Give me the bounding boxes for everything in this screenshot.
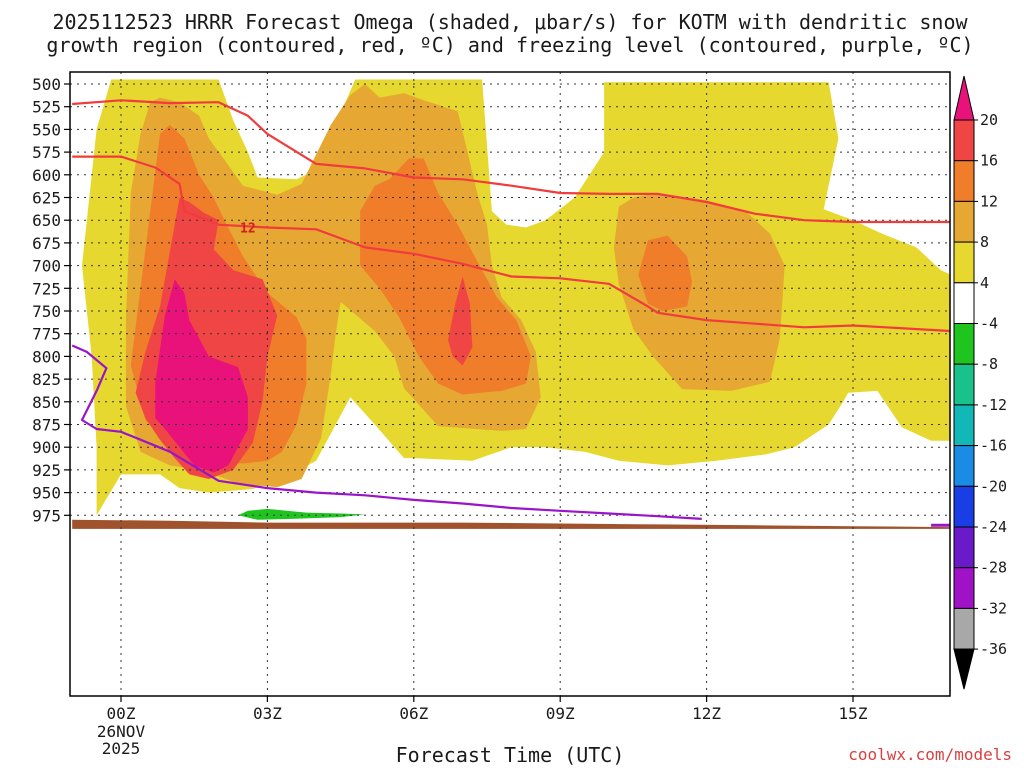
axes: 500 525 550 575 600 625 650 675 700 725 750 775 800 8… (32, 71, 951, 758)
colorbar-top-arrow (953, 75, 975, 121)
chart-title-line1: 2025112523 HRRR Forecast Omega (shaded, … (52, 10, 968, 34)
y-tick-label-775: 775 (32, 325, 61, 344)
y-tick-label-575: 575 (32, 143, 61, 162)
colorbar-segment-10 (953, 485, 975, 528)
y-tick-label-950: 950 (32, 484, 61, 503)
colorbar-segment-7 (953, 363, 975, 406)
y-tick-label-550: 550 (32, 120, 61, 139)
colorbar-segment-1 (953, 119, 975, 162)
x-tick-label-00Z: 00Z (107, 704, 136, 723)
x-tick-label-06Z: 06Z (399, 704, 428, 723)
y-tick-label-900: 900 (32, 438, 61, 457)
chart-title-line2: growth region (contoured, red, ºC) and f… (46, 33, 973, 57)
y-tick-label-850: 850 (32, 393, 61, 412)
colorbar-label--16: -16 (980, 437, 1007, 455)
colorbar-label-20: 20 (980, 111, 998, 129)
y-tick-label-675: 675 (32, 234, 61, 253)
y-tick-label-825: 825 (32, 370, 61, 389)
y-tick-label-625: 625 (32, 189, 61, 208)
y-tick-label-750: 750 (32, 302, 61, 321)
colorbar-segment-9 (953, 445, 975, 487)
colorbar-segment-6 (953, 323, 975, 365)
colorbar-label-16: 16 (980, 152, 998, 170)
y-tick-label-725: 725 (32, 279, 61, 298)
colorbar-segment-13 (953, 607, 975, 650)
colorbar-segment-4 (953, 241, 975, 284)
red-contour-0 (72, 99, 950, 224)
omega-region-negative (238, 508, 365, 520)
colorbar-segment-2 (953, 160, 975, 202)
colorbar-label-8: 8 (980, 233, 989, 251)
colorbar-label--12: -12 (980, 396, 1007, 414)
x-axis-label: Forecast Time (UTC) (396, 743, 625, 767)
terrain-fill (72, 519, 950, 529)
y-tick-label-525: 525 (32, 98, 61, 117)
colorbar-label--20: -20 (980, 477, 1007, 495)
colorbar-label--36: -36 (980, 640, 1007, 658)
colorbar-label--32: -32 (980, 599, 1007, 617)
red-contour-1 (72, 155, 950, 333)
y-tick-label-925: 925 (32, 461, 61, 480)
y-tick-label-700: 700 (32, 257, 61, 276)
y-tick-label-500: 500 (32, 75, 61, 94)
contour-label: 12 (240, 221, 256, 236)
y-tick-label-875: 875 (32, 416, 61, 435)
colorbar-label--28: -28 (980, 559, 1007, 577)
colorbar-segment-11 (953, 526, 975, 569)
colorbar-segment-8 (953, 404, 975, 447)
y-tick-label-650: 650 (32, 211, 61, 230)
credit-link[interactable]: coolwx.com/models (848, 745, 1012, 764)
plot-area: 12 (70, 72, 950, 696)
x-tick-label-15Z: 15Z (839, 704, 868, 723)
colorbar-label-12: 12 (980, 192, 998, 210)
y-tick-label-975: 975 (32, 506, 61, 525)
omega-region-16-7 (448, 276, 473, 366)
plot-clip-group: 12 (70, 72, 950, 696)
plot-frame (69, 71, 951, 697)
colorbar-label-4: 4 (980, 274, 989, 292)
x-tick-label-12Z: 12Z (692, 704, 721, 723)
y-tick-label-600: 600 (32, 166, 61, 185)
x-date-label-0: 26NOV (97, 722, 146, 741)
colorbar-label--4: -4 (980, 315, 998, 333)
purple-contour-freezing (71, 344, 702, 520)
colorbar-segment-5 (953, 282, 975, 324)
y-tick-label-800: 800 (32, 347, 61, 366)
colorbar-bottom-arrow (953, 648, 975, 690)
colorbar-segment-12 (953, 567, 975, 609)
colorbar: 20 16 12 8 4 -4 -8 -12 -16 -20 -24 -28 -32 -36 (953, 75, 1007, 690)
x-tick-label-03Z: 03Z (253, 704, 282, 723)
colorbar-segment-3 (953, 200, 975, 243)
omega-region-12-5 (638, 235, 692, 311)
colorbar-label--24: -24 (980, 518, 1007, 536)
x-tick-label-09Z: 09Z (546, 704, 575, 723)
omega-region-12-4 (360, 158, 531, 395)
x-date-label-1: 2025 (102, 739, 141, 758)
colorbar-label--8: -8 (980, 355, 998, 373)
